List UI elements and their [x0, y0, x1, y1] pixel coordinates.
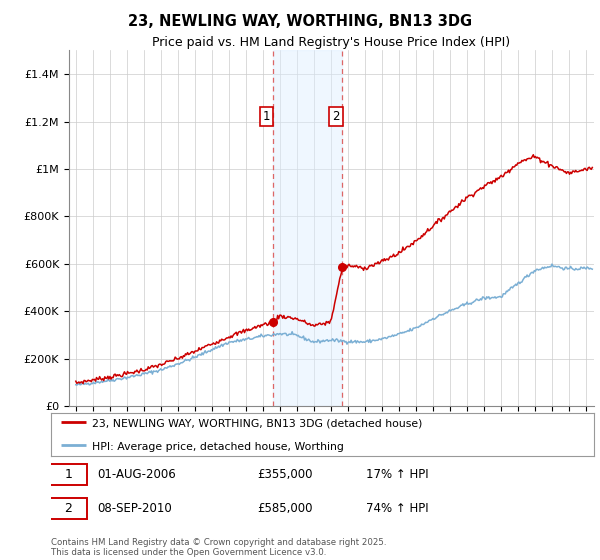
- Text: Contains HM Land Registry data © Crown copyright and database right 2025.
This d: Contains HM Land Registry data © Crown c…: [51, 538, 386, 557]
- Text: £355,000: £355,000: [257, 468, 313, 481]
- Text: HPI: Average price, detached house, Worthing: HPI: Average price, detached house, Wort…: [92, 442, 344, 452]
- Title: Price paid vs. HM Land Registry's House Price Index (HPI): Price paid vs. HM Land Registry's House …: [152, 36, 511, 49]
- Text: 17% ↑ HPI: 17% ↑ HPI: [366, 468, 428, 481]
- Text: 23, NEWLING WAY, WORTHING, BN13 3DG: 23, NEWLING WAY, WORTHING, BN13 3DG: [128, 14, 472, 29]
- Text: 01-AUG-2006: 01-AUG-2006: [97, 468, 176, 481]
- Text: 08-SEP-2010: 08-SEP-2010: [97, 502, 172, 515]
- Bar: [272, 50, 343, 406]
- Text: 1: 1: [263, 110, 270, 123]
- Text: 23, NEWLING WAY, WORTHING, BN13 3DG (detached house): 23, NEWLING WAY, WORTHING, BN13 3DG (det…: [92, 419, 422, 428]
- Text: 74% ↑ HPI: 74% ↑ HPI: [366, 502, 428, 515]
- FancyBboxPatch shape: [50, 464, 87, 485]
- FancyBboxPatch shape: [50, 498, 87, 519]
- Text: 1: 1: [64, 468, 73, 481]
- Text: 2: 2: [64, 502, 73, 515]
- Text: 2: 2: [332, 110, 340, 123]
- Text: £585,000: £585,000: [257, 502, 313, 515]
